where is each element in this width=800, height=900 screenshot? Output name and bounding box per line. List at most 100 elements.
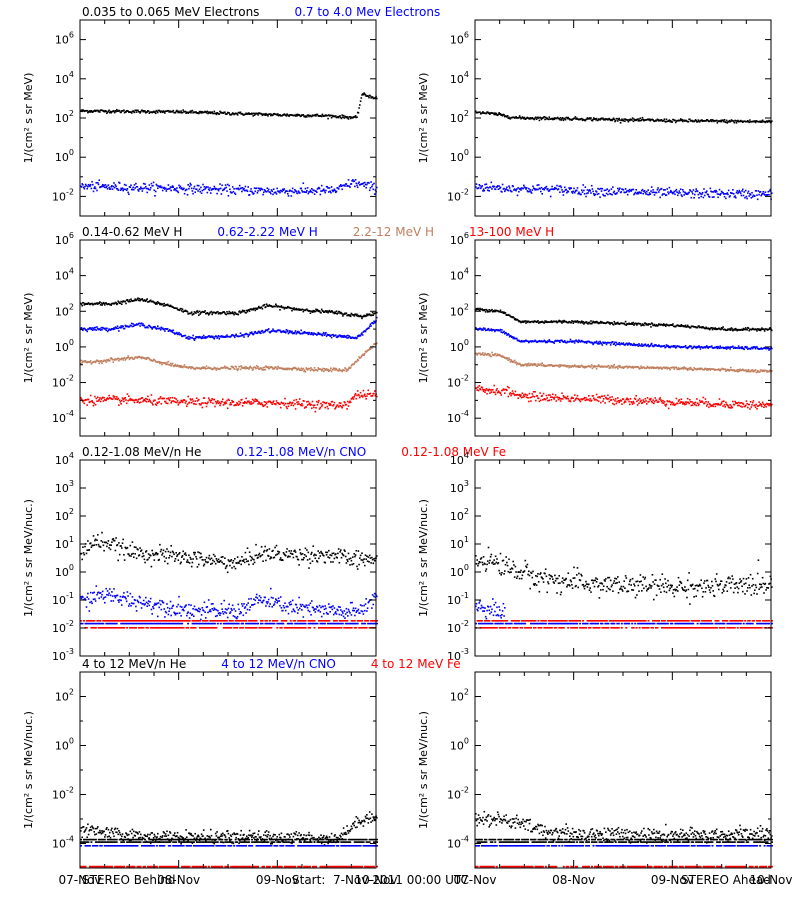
- data-point: [347, 405, 350, 407]
- data-point: [248, 112, 250, 114]
- data-point: [363, 92, 365, 94]
- data-point: [583, 366, 586, 369]
- data-point: [761, 327, 763, 329]
- data-point: [537, 184, 540, 186]
- data-point: [304, 371, 307, 373]
- data-point: [107, 329, 110, 332]
- data-point: [278, 306, 281, 308]
- data-point: [590, 192, 592, 194]
- data-point: [510, 394, 512, 397]
- data-point: [600, 366, 602, 368]
- y-tick-label: 10-2: [52, 187, 74, 203]
- data-point: [624, 191, 626, 194]
- data-point: [256, 112, 259, 115]
- data-point: [261, 188, 264, 191]
- data-point: [371, 183, 374, 186]
- data-point: [550, 399, 553, 401]
- data-point: [217, 335, 220, 337]
- data-point: [483, 354, 486, 356]
- data-point: [299, 114, 301, 117]
- data-point: [222, 398, 224, 400]
- data-point: [232, 190, 235, 193]
- data-point: [354, 394, 356, 396]
- data-point: [599, 196, 601, 198]
- data-point: [587, 398, 589, 401]
- data-point: [518, 190, 520, 193]
- data-point: [320, 190, 322, 192]
- data-point: [161, 327, 164, 329]
- data-point: [353, 315, 355, 317]
- data-point: [500, 355, 502, 357]
- data-point: [597, 364, 600, 366]
- data-point: [352, 314, 355, 316]
- data-point: [272, 114, 274, 116]
- data-point: [481, 386, 483, 389]
- data-point: [92, 401, 94, 404]
- data-point: [92, 303, 95, 306]
- data-point: [104, 360, 107, 362]
- data-point: [593, 397, 595, 399]
- data-point: [611, 193, 613, 196]
- data-point: [356, 184, 358, 187]
- data-point: [94, 109, 96, 112]
- data-point: [368, 182, 370, 184]
- data-point: [131, 188, 134, 191]
- data-point: [679, 192, 681, 194]
- data-point: [106, 327, 108, 330]
- data-point: [256, 308, 259, 310]
- data-point: [155, 301, 158, 304]
- data-point: [130, 322, 133, 325]
- data-point: [550, 188, 553, 190]
- data-point: [689, 189, 691, 191]
- data-point: [313, 370, 315, 372]
- data-point: [316, 370, 319, 372]
- data-point: [154, 403, 157, 405]
- data-point: [747, 327, 750, 329]
- data-point: [511, 190, 513, 193]
- data-point: [272, 401, 274, 404]
- data-point: [572, 190, 575, 193]
- data-point: [588, 365, 591, 367]
- data-point: [251, 331, 253, 333]
- data-point: [202, 337, 204, 339]
- data-point: [655, 324, 658, 326]
- data-point: [627, 189, 630, 192]
- data-point: [748, 329, 750, 332]
- data-point: [689, 326, 692, 329]
- data-point: [736, 329, 738, 332]
- data-point: [718, 188, 721, 191]
- data-point: [353, 363, 355, 365]
- data-point: [664, 189, 666, 191]
- data-point: [565, 188, 567, 191]
- data-point: [674, 119, 676, 122]
- data-point: [255, 365, 258, 367]
- data-point: [201, 367, 204, 369]
- data-point: [181, 400, 183, 402]
- data-point: [489, 389, 492, 391]
- data-point: [763, 330, 766, 332]
- data-point: [495, 112, 498, 115]
- data-point: [227, 398, 230, 401]
- data-point: [666, 188, 668, 190]
- data-point: [503, 311, 505, 314]
- data-point: [320, 370, 323, 372]
- data-point: [85, 184, 88, 187]
- data-point: [497, 113, 500, 116]
- data-point: [561, 191, 564, 193]
- data-point: [94, 328, 96, 331]
- data-point: [84, 360, 87, 362]
- data-point: [501, 191, 503, 193]
- data-point: [489, 186, 492, 189]
- data-point: [121, 188, 123, 191]
- data-point: [218, 113, 221, 115]
- data-point: [584, 399, 587, 402]
- data-point: [191, 190, 194, 192]
- data-point: [119, 302, 122, 305]
- data-point: [148, 112, 151, 114]
- data-point: [325, 189, 327, 192]
- data-point: [535, 116, 537, 119]
- data-point: [110, 304, 112, 306]
- data-point: [328, 334, 331, 336]
- data-point: [307, 333, 310, 336]
- data-point: [371, 347, 373, 349]
